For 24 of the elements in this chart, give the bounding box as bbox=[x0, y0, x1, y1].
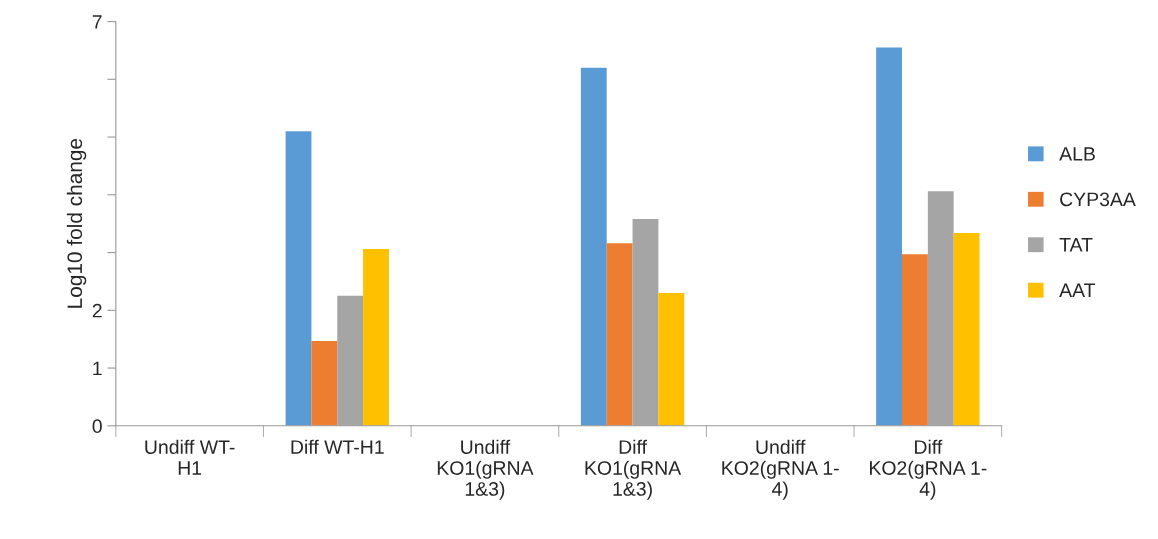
bar bbox=[876, 47, 903, 426]
bar bbox=[606, 243, 633, 426]
bar bbox=[953, 232, 980, 426]
x-tick-label: Undiff KO2(gRNA 1- 4) bbox=[722, 439, 839, 500]
legend-label: TAT bbox=[1059, 238, 1093, 252]
y-tick-label: 1 bbox=[93, 361, 102, 376]
y-tick-label: 2 bbox=[92, 303, 102, 318]
x-tick-label: Undiff KO1(gRNA 1&3) bbox=[437, 439, 534, 500]
legend-label: AAT bbox=[1059, 283, 1096, 297]
legend-label: ALB bbox=[1059, 147, 1095, 161]
bar bbox=[311, 340, 338, 426]
bar bbox=[285, 131, 312, 426]
x-tick-label: Undiff WT- H1 bbox=[145, 439, 235, 475]
x-tick-label: Diff KO1(gRNA 1&3) bbox=[585, 439, 682, 500]
y-tick-label: 7 bbox=[92, 15, 102, 29]
x-tick-label: Diff KO2(gRNA 1- 4) bbox=[870, 439, 987, 500]
bar bbox=[580, 67, 607, 426]
x-tick-label: Diff WT-H1 bbox=[291, 439, 384, 454]
y-axis-title: Log10 fold change bbox=[66, 138, 87, 308]
y-tick-label: 0 bbox=[92, 419, 102, 434]
bar bbox=[658, 292, 685, 426]
legend-label: CYP3AA bbox=[1060, 192, 1136, 207]
bar bbox=[363, 249, 389, 426]
bar bbox=[902, 254, 928, 426]
